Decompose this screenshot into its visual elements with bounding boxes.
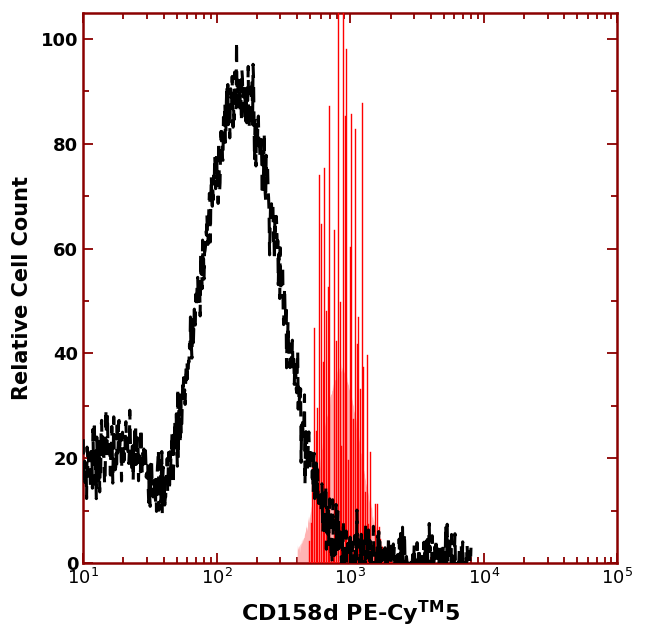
X-axis label: CD158d PE-Cy$^{\mathregular{TM}}$5: CD158d PE-Cy$^{\mathregular{TM}}$5 [241,599,460,628]
Y-axis label: Relative Cell Count: Relative Cell Count [12,176,32,400]
